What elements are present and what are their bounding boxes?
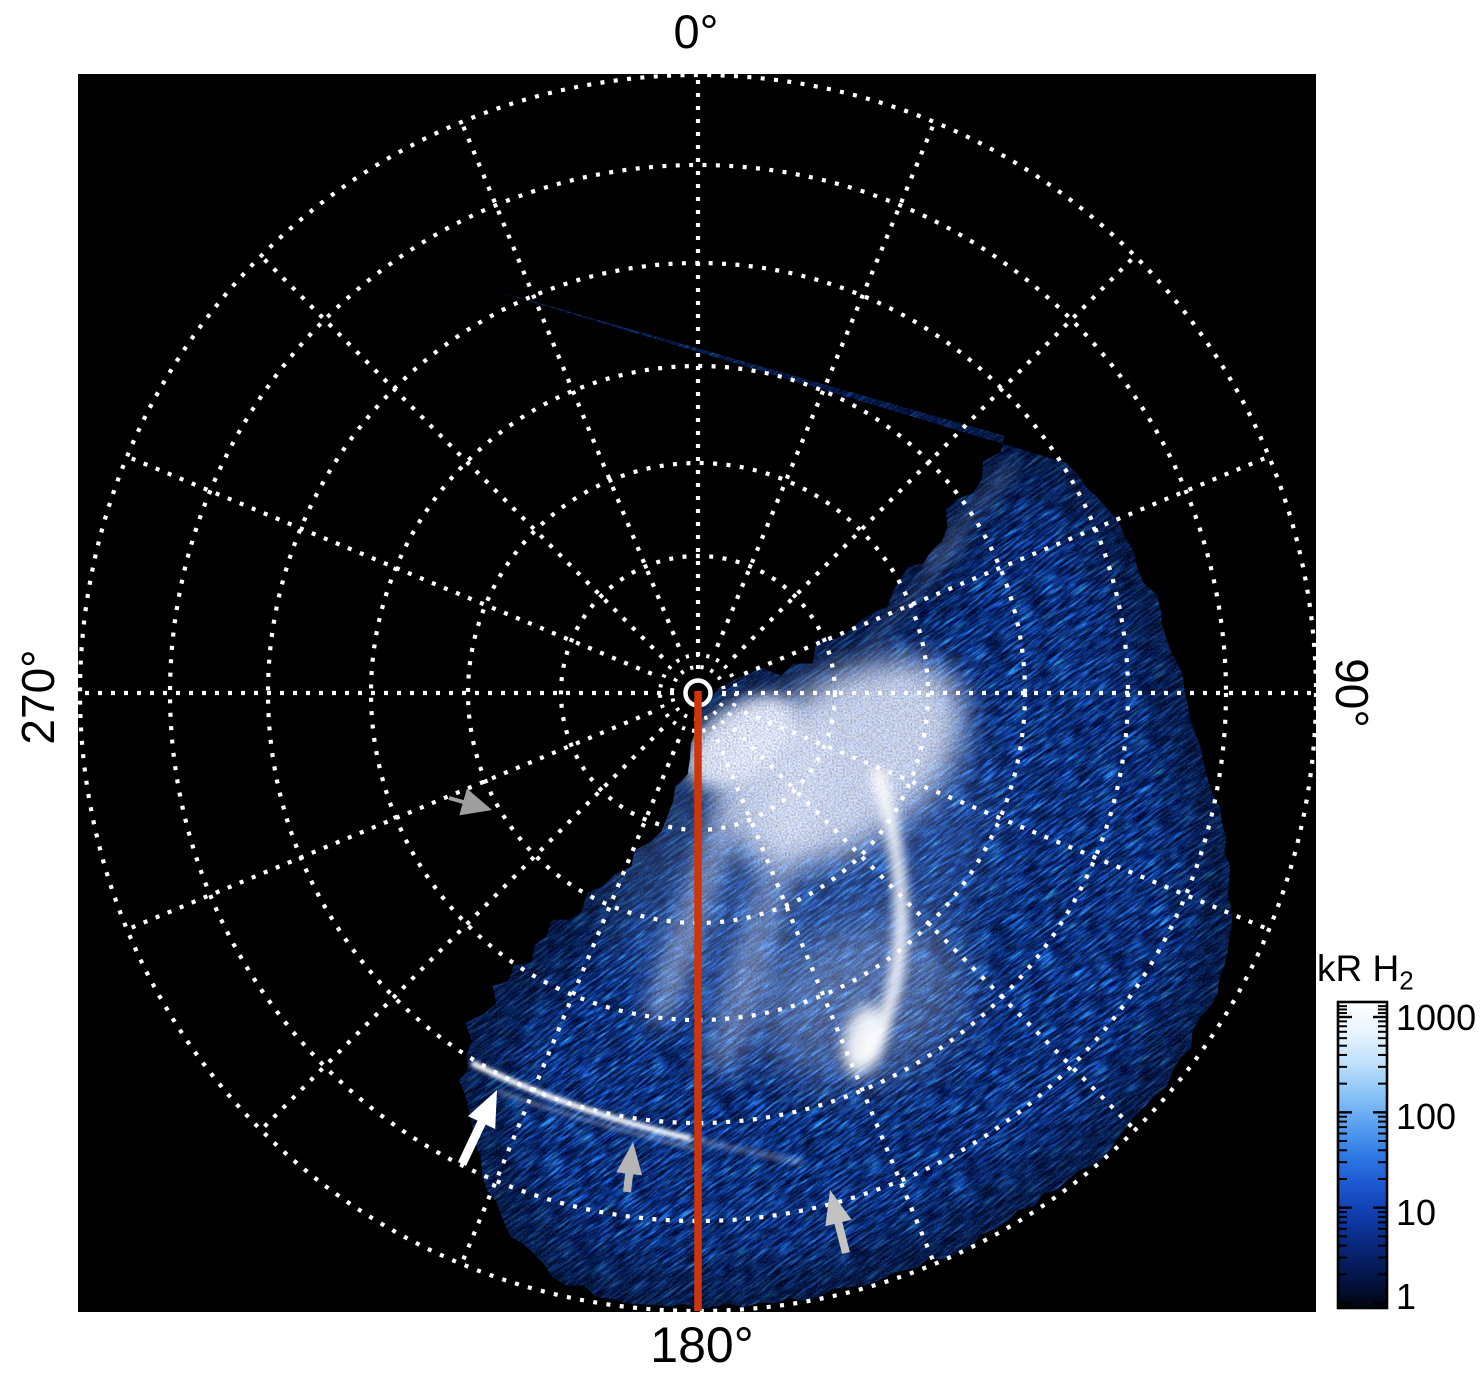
grid-circle bbox=[465, 460, 931, 926]
arc-hook-blob bbox=[842, 1004, 886, 1076]
colorbar-gradient bbox=[1338, 1002, 1387, 1308]
polar-grid bbox=[77, 72, 1319, 1314]
grid-circle bbox=[77, 72, 1319, 1314]
colorbar-title-sub: 2 bbox=[1399, 965, 1414, 996]
grid-circle bbox=[167, 162, 1229, 1224]
angle-label-270: 270° bbox=[12, 649, 64, 745]
colorbar-frame bbox=[1336, 1000, 1389, 1310]
colorbar-tick-100: 100 bbox=[1396, 1096, 1457, 1137]
grid-radial bbox=[715, 121, 937, 648]
grid-radial bbox=[743, 454, 1270, 676]
gray-arrowhead bbox=[448, 788, 492, 816]
grid-radial bbox=[731, 726, 1137, 1132]
colorbar-title-main: kR H bbox=[1317, 948, 1400, 989]
grid-radial bbox=[259, 726, 665, 1132]
annotation-arrows bbox=[448, 788, 852, 1254]
colorbar-tick-10: 10 bbox=[1396, 1192, 1437, 1233]
colorbar-tick-1000: 1000 bbox=[1396, 997, 1477, 1038]
main-oval-arc bbox=[471, 1061, 691, 1141]
grid-radial bbox=[459, 738, 681, 1265]
angle-label-90: 90° bbox=[1326, 658, 1378, 728]
gray-arrow-south-2 bbox=[825, 1190, 852, 1254]
grid-radial bbox=[743, 710, 1270, 932]
grid-radial bbox=[459, 121, 681, 648]
grid-radial bbox=[126, 710, 653, 932]
white-arrow bbox=[457, 1090, 497, 1166]
grid-radial bbox=[126, 454, 653, 676]
main-oval-arc-faint bbox=[498, 1090, 696, 1150]
grid-radial bbox=[715, 738, 937, 1265]
grid-radial bbox=[731, 254, 1137, 660]
colorbar bbox=[1336, 1000, 1389, 1310]
grid-radial bbox=[259, 254, 665, 660]
angle-label-180: 180° bbox=[650, 1317, 754, 1373]
colorbar-tick-1: 1 bbox=[1396, 1276, 1417, 1317]
gray-arrow-south-1 bbox=[616, 1142, 643, 1193]
colorbar-title: kR H2 bbox=[1317, 948, 1414, 996]
angle-label-0: 0° bbox=[673, 5, 719, 58]
